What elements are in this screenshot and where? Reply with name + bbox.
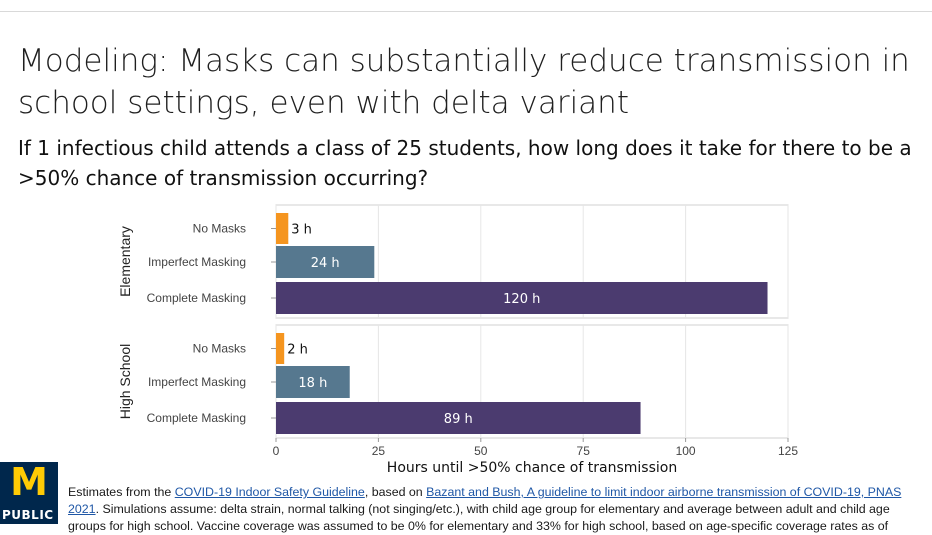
elementary-no-masks-value-label: 3 h (291, 223, 312, 238)
elementary-imperfect-masking-bar (276, 246, 375, 278)
footer-rest: . Simulations assume: delta strain, norm… (68, 502, 890, 533)
high-school-panel-label: High School (117, 344, 133, 420)
high-school-category-label: No Masks (193, 342, 246, 356)
bazant-bush-paper-link[interactable]: Bazant and Bush, A guideline to limit in… (68, 485, 902, 516)
logo-letter: M (10, 460, 48, 504)
elementary-complete-masking-value-label: 120 h (503, 292, 540, 307)
elementary-panel-label: Elementary (117, 226, 133, 297)
elementary-no-masks-bar (276, 213, 289, 244)
elementary-imperfect-masking-value-label: 24 h (311, 256, 340, 271)
footer-mid: , based on (364, 485, 427, 499)
high-school-no-masks-bar (276, 333, 285, 364)
footer-note: Estimates from the COVID-19 Indoor Safet… (68, 484, 918, 535)
x-tick-label: 125 (778, 444, 798, 458)
x-tick-label: 50 (474, 444, 488, 458)
slide-question: If 1 infectious child attends a class of… (18, 136, 912, 190)
elementary-complete-masking-bar (276, 282, 768, 314)
elementary-category-label: Imperfect Masking (148, 255, 246, 269)
high-school-complete-masking-value-label: 89 h (444, 412, 473, 427)
x-tick-label: 25 (372, 444, 386, 458)
university-logo: M PUBLIC (0, 460, 58, 524)
high-school-no-masks-value-label: 2 h (287, 343, 308, 358)
high-school-complete-masking-bar (276, 402, 641, 434)
high-school-category-label: Complete Masking (147, 411, 246, 425)
elementary-category-label: No Masks (193, 222, 246, 236)
footer-prefix: Estimates from the (68, 485, 175, 499)
high-school-imperfect-masking-bar (276, 366, 350, 398)
slide-title: Modeling: Masks can substantially reduce… (18, 43, 910, 121)
x-tick-label: 0 (273, 444, 280, 458)
high-school-category-label: Imperfect Masking (148, 375, 246, 389)
high-school-imperfect-masking-value-label: 18 h (298, 376, 327, 391)
x-tick-label: 75 (577, 444, 591, 458)
indoor-safety-guideline-link[interactable]: COVID-19 Indoor Safety Guideline (174, 485, 365, 499)
mask-transmission-chart: Elementary No Masks 3 h Imperfect Masking 24… (117, 204, 798, 476)
top-divider (0, 11, 932, 12)
elementary-category-label: Complete Masking (147, 291, 246, 305)
logo-word: PUBLIC (2, 508, 54, 522)
x-axis-title: Hours until >50% chance of transmission (387, 460, 677, 476)
x-tick-label: 100 (676, 444, 696, 458)
